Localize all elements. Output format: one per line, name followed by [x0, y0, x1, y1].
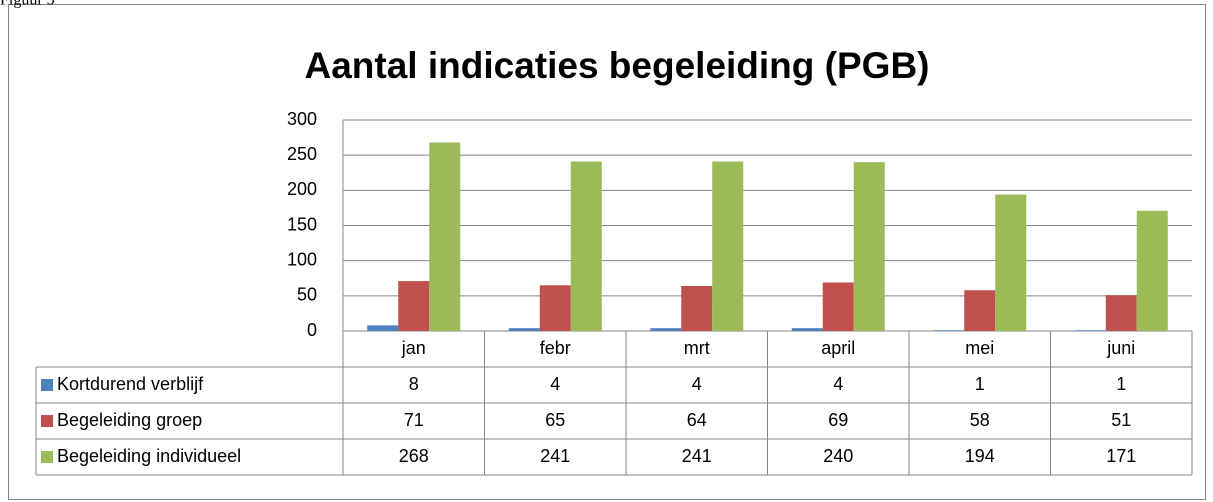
bar — [508, 328, 540, 331]
bar — [1105, 295, 1137, 331]
legend-label: Begeleiding individueel — [57, 446, 241, 466]
y-tick-label: 200 — [287, 179, 317, 199]
table-value: 65 — [545, 410, 565, 430]
legend-key — [41, 415, 53, 427]
x-tick-label: febr — [540, 338, 571, 358]
bar — [995, 194, 1027, 331]
bar — [681, 285, 713, 331]
bar — [933, 330, 965, 331]
x-tick-label: mrt — [684, 338, 710, 358]
bar — [712, 161, 744, 331]
table-value: 69 — [828, 410, 848, 430]
x-tick-label: april — [821, 338, 855, 358]
legend-key — [41, 379, 53, 391]
table-value: 58 — [970, 410, 990, 430]
table-value: 171 — [1106, 446, 1136, 466]
y-tick-label: 250 — [287, 144, 317, 164]
x-tick-label: jan — [401, 338, 426, 358]
bar — [650, 328, 682, 331]
table-value: 71 — [404, 410, 424, 430]
table-value: 4 — [833, 374, 843, 394]
y-tick-label: 0 — [307, 320, 317, 340]
table-value: 268 — [399, 446, 429, 466]
x-tick-label: juni — [1106, 338, 1135, 358]
legend-label: Begeleiding groep — [57, 410, 202, 430]
y-tick-label: 100 — [287, 249, 317, 269]
bar — [1074, 330, 1106, 331]
bar — [822, 282, 854, 331]
bar — [429, 142, 461, 331]
table-value: 1 — [1116, 374, 1126, 394]
table-value: 1 — [975, 374, 985, 394]
bar — [1136, 210, 1168, 331]
table-value: 240 — [823, 446, 853, 466]
legend-key — [41, 451, 53, 463]
bar — [570, 161, 602, 331]
table-value: 4 — [692, 374, 702, 394]
table-value: 8 — [409, 374, 419, 394]
table-value: 194 — [965, 446, 995, 466]
table-value: 64 — [687, 410, 707, 430]
x-tick-label: mei — [965, 338, 994, 358]
table-value: 4 — [550, 374, 560, 394]
table-value: 241 — [540, 446, 570, 466]
y-tick-label: 300 — [287, 109, 317, 129]
bar — [539, 285, 571, 331]
bar — [367, 325, 399, 331]
bar — [791, 328, 823, 331]
bar — [853, 162, 885, 331]
table-value: 241 — [682, 446, 712, 466]
caption: Figuur 5 — [0, 0, 55, 9]
bar — [398, 281, 430, 331]
legend-label: Kortdurend verblijf — [57, 374, 204, 394]
y-tick-label: 50 — [297, 285, 317, 305]
y-tick-label: 150 — [287, 214, 317, 234]
bar — [964, 290, 996, 331]
table-value: 51 — [1111, 410, 1131, 430]
chart-title: Aantal indicaties begeleiding (PGB) — [305, 45, 930, 86]
